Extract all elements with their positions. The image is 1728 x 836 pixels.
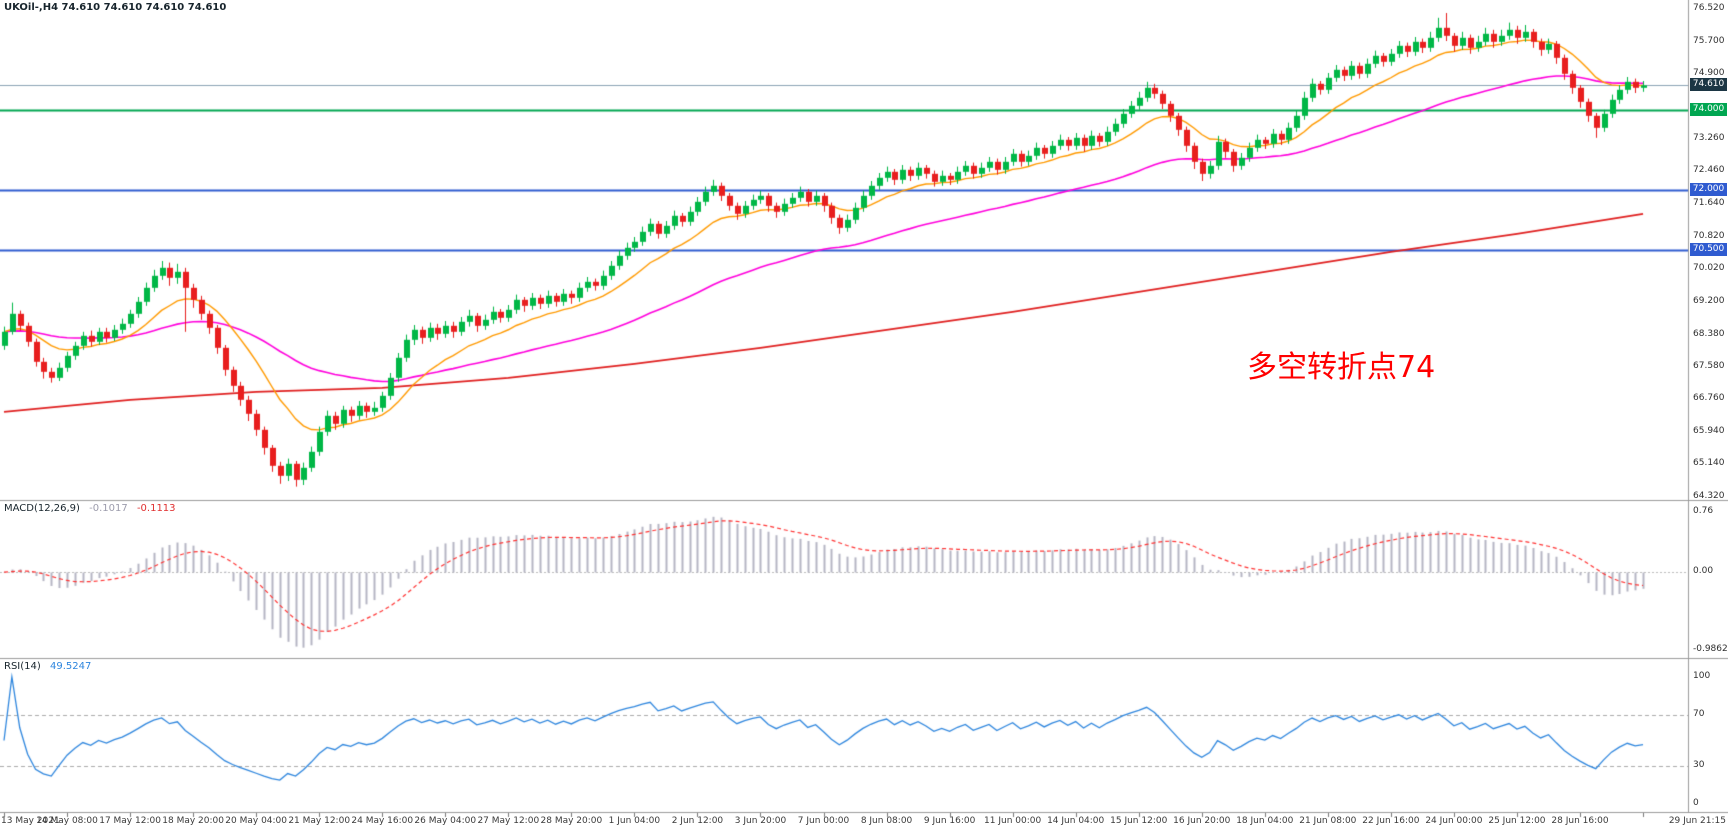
date-label: 1 Jun 04:00 [608,816,661,826]
date-label: 18 May 20:00 [162,816,224,826]
date-label: 2 Jun 12:00 [671,816,724,826]
date-label: 14 Jun 04:00 [1047,816,1105,826]
date-label: 13 May 2021 [1,816,60,826]
date-label: 29 Jun 21:15 [1668,816,1726,826]
date-label: 25 Jun 12:00 [1488,816,1546,826]
date-label: 11 Jun 00:00 [984,816,1042,826]
date-label: 14 May 08:00 [36,816,98,826]
macd-label: MACD(12,26,9) [4,503,80,514]
price-tick-label: 74.900 [1693,68,1725,78]
date-label: 28 Jun 16:00 [1551,816,1609,826]
price-tick-label: 73.260 [1693,133,1725,143]
rsi-tick-label: 0 [1693,798,1699,808]
rsi-pane-title: RSI(14) 49.5247 [4,661,91,672]
date-label: 28 May 20:00 [540,816,603,826]
macd-tick-label: 0.00 [1693,566,1714,576]
macd-tick-label: 0.76 [1693,506,1714,516]
level-price-tag: 72.000 [1690,183,1727,196]
price-tick-label: 70.020 [1693,263,1725,273]
annotation-text: 多空转折点74 [1247,350,1436,385]
price-tick-label: 65.940 [1693,426,1725,436]
price-tick-label: 76.520 [1693,3,1725,13]
level-price-tag: 70.500 [1690,243,1727,256]
price-tick-label: 67.580 [1693,361,1725,371]
date-label: 15 Jun 12:00 [1110,816,1168,826]
date-label: 8 Jun 08:00 [860,816,913,826]
macd-main-value: -0.1017 [89,503,128,514]
rsi-value: 49.5247 [49,661,92,672]
date-label: 16 Jun 20:00 [1173,816,1231,826]
price-tick-label: 68.380 [1693,329,1725,339]
macd-pane-title: MACD(12,26,9) -0.1017 -0.1113 [4,503,176,514]
date-label: 9 Jun 16:00 [923,816,976,826]
price-tick-label: 70.820 [1693,231,1725,241]
date-axis[interactable]: 13 May 2021 14 May 08:00 17 May 12:00 18 Ma… [0,812,1728,836]
date-label: 17 May 12:00 [99,816,161,826]
rsi-tick-label: 100 [1693,671,1711,681]
date-label: 18 Jun 04:00 [1236,816,1294,826]
level-price-tag: 74.000 [1690,103,1727,116]
date-label: 7 Jun 00:00 [797,816,850,826]
current-price-tag: 74.610 [1690,78,1727,91]
price-tick-label: 66.760 [1693,393,1725,403]
price-tick-label: 72.460 [1693,165,1725,175]
date-label: 24 May 16:00 [351,816,414,826]
macd-signal-value: -0.1113 [136,503,176,514]
date-label: 22 Jun 16:00 [1362,816,1420,826]
price-tick-label: 75.700 [1693,36,1725,46]
price-tick-label: 65.140 [1693,458,1725,468]
date-label: 26 May 04:00 [414,816,477,826]
rsi-label: RSI(14) [4,661,41,672]
price-tick-label: 64.320 [1693,491,1725,501]
price-tick-label: 69.200 [1693,296,1725,306]
price-tick-label: 71.640 [1693,198,1725,208]
rsi-tick-label: 70 [1693,709,1705,719]
macd-tick-label: -0.9862 [1693,644,1728,654]
chart-title: UKOil-,H4 74.610 74.610 74.610 74.610 [4,2,227,13]
date-label: 3 Jun 20:00 [734,816,787,826]
date-label: 20 May 04:00 [225,816,288,826]
date-label: 21 May 12:00 [288,816,351,826]
price-scale[interactable]: 76.520 75.700 74.900 73.260 72.460 71.640 70.8… [1689,0,1728,812]
date-label: 21 Jun 08:00 [1299,816,1357,826]
date-label: 27 May 12:00 [477,816,540,826]
date-label: 24 Jun 00:00 [1425,816,1483,826]
rsi-tick-label: 30 [1693,760,1705,770]
